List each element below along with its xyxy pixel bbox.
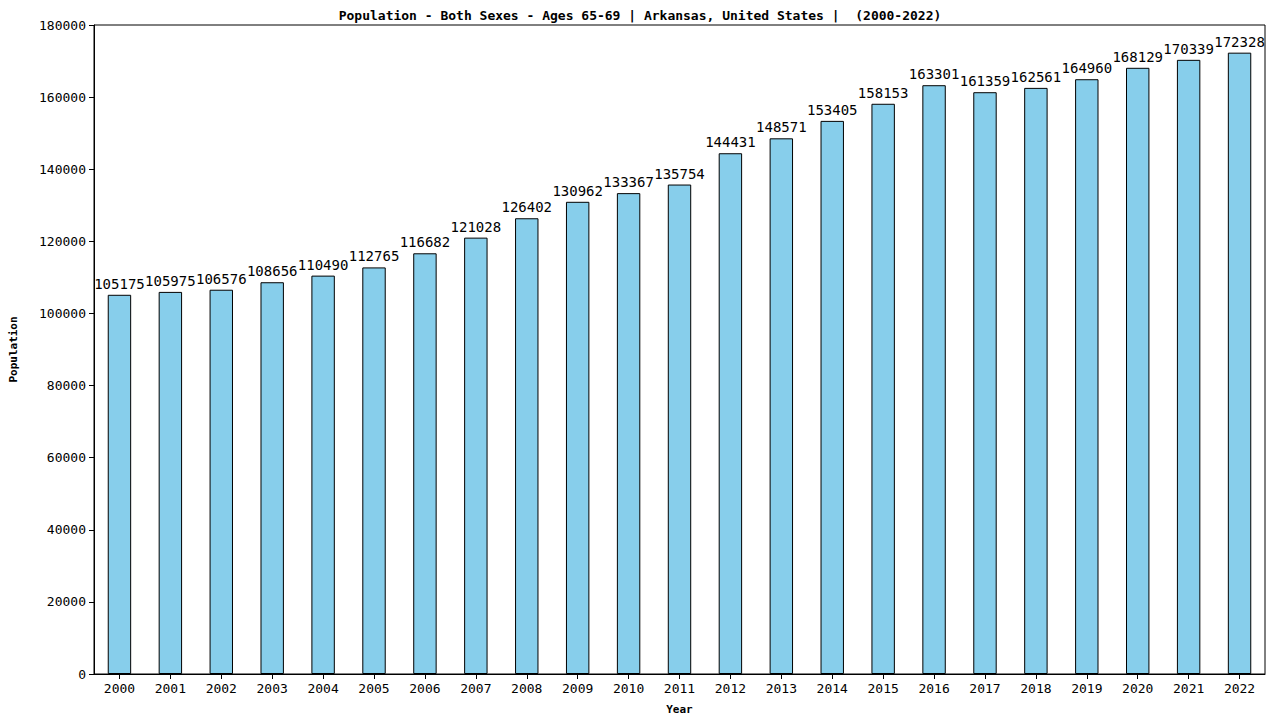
- svg-text:2019: 2019: [1071, 681, 1102, 696]
- svg-text:110490: 110490: [298, 257, 349, 273]
- svg-text:2002: 2002: [206, 681, 237, 696]
- svg-text:40000: 40000: [47, 522, 86, 537]
- svg-text:130962: 130962: [552, 183, 603, 199]
- svg-text:108656: 108656: [247, 263, 298, 279]
- svg-text:2000: 2000: [104, 681, 135, 696]
- svg-text:Population - Both Sexes - Ages: Population - Both Sexes - Ages 65-69 | A…: [339, 8, 942, 23]
- svg-text:2013: 2013: [766, 681, 797, 696]
- svg-text:105175: 105175: [94, 276, 145, 292]
- svg-text:0: 0: [78, 667, 86, 682]
- svg-text:2001: 2001: [155, 681, 186, 696]
- svg-text:140000: 140000: [39, 162, 86, 177]
- svg-text:180000: 180000: [39, 18, 86, 33]
- svg-text:162561: 162561: [1011, 69, 1062, 85]
- svg-text:2011: 2011: [664, 681, 695, 696]
- svg-text:80000: 80000: [47, 378, 86, 393]
- svg-text:Year: Year: [666, 703, 693, 716]
- svg-text:170339: 170339: [1163, 41, 1214, 57]
- svg-text:Population: Population: [7, 316, 20, 382]
- svg-text:2004: 2004: [307, 681, 338, 696]
- svg-text:2021: 2021: [1173, 681, 1204, 696]
- svg-text:112765: 112765: [349, 248, 400, 264]
- svg-text:105975: 105975: [145, 273, 196, 289]
- svg-text:133367: 133367: [603, 174, 654, 190]
- svg-text:2008: 2008: [511, 681, 542, 696]
- svg-text:144431: 144431: [705, 134, 756, 150]
- svg-text:161359: 161359: [960, 73, 1011, 89]
- svg-text:2006: 2006: [409, 681, 440, 696]
- svg-text:2015: 2015: [867, 681, 898, 696]
- svg-text:60000: 60000: [47, 450, 86, 465]
- svg-text:2005: 2005: [358, 681, 389, 696]
- svg-text:168129: 168129: [1112, 49, 1163, 65]
- svg-text:160000: 160000: [39, 90, 86, 105]
- svg-text:120000: 120000: [39, 234, 86, 249]
- svg-text:2009: 2009: [562, 681, 593, 696]
- svg-text:2012: 2012: [715, 681, 746, 696]
- svg-text:2017: 2017: [969, 681, 1000, 696]
- svg-text:2022: 2022: [1224, 681, 1255, 696]
- svg-text:2010: 2010: [613, 681, 644, 696]
- svg-text:121028: 121028: [451, 219, 502, 235]
- svg-text:163301: 163301: [909, 66, 960, 82]
- svg-text:2020: 2020: [1122, 681, 1153, 696]
- svg-text:2003: 2003: [257, 681, 288, 696]
- svg-text:172328: 172328: [1214, 34, 1265, 50]
- svg-text:2007: 2007: [460, 681, 491, 696]
- svg-text:158153: 158153: [858, 85, 909, 101]
- svg-text:153405: 153405: [807, 102, 858, 118]
- svg-text:20000: 20000: [47, 594, 86, 609]
- svg-text:2014: 2014: [817, 681, 848, 696]
- svg-text:164960: 164960: [1062, 60, 1113, 76]
- svg-text:100000: 100000: [39, 306, 86, 321]
- svg-text:106576: 106576: [196, 271, 247, 287]
- svg-text:116682: 116682: [400, 234, 451, 250]
- svg-text:126402: 126402: [501, 199, 552, 215]
- svg-text:135754: 135754: [654, 166, 705, 182]
- svg-text:2018: 2018: [1020, 681, 1051, 696]
- svg-text:2016: 2016: [918, 681, 949, 696]
- svg-text:148571: 148571: [756, 119, 807, 135]
